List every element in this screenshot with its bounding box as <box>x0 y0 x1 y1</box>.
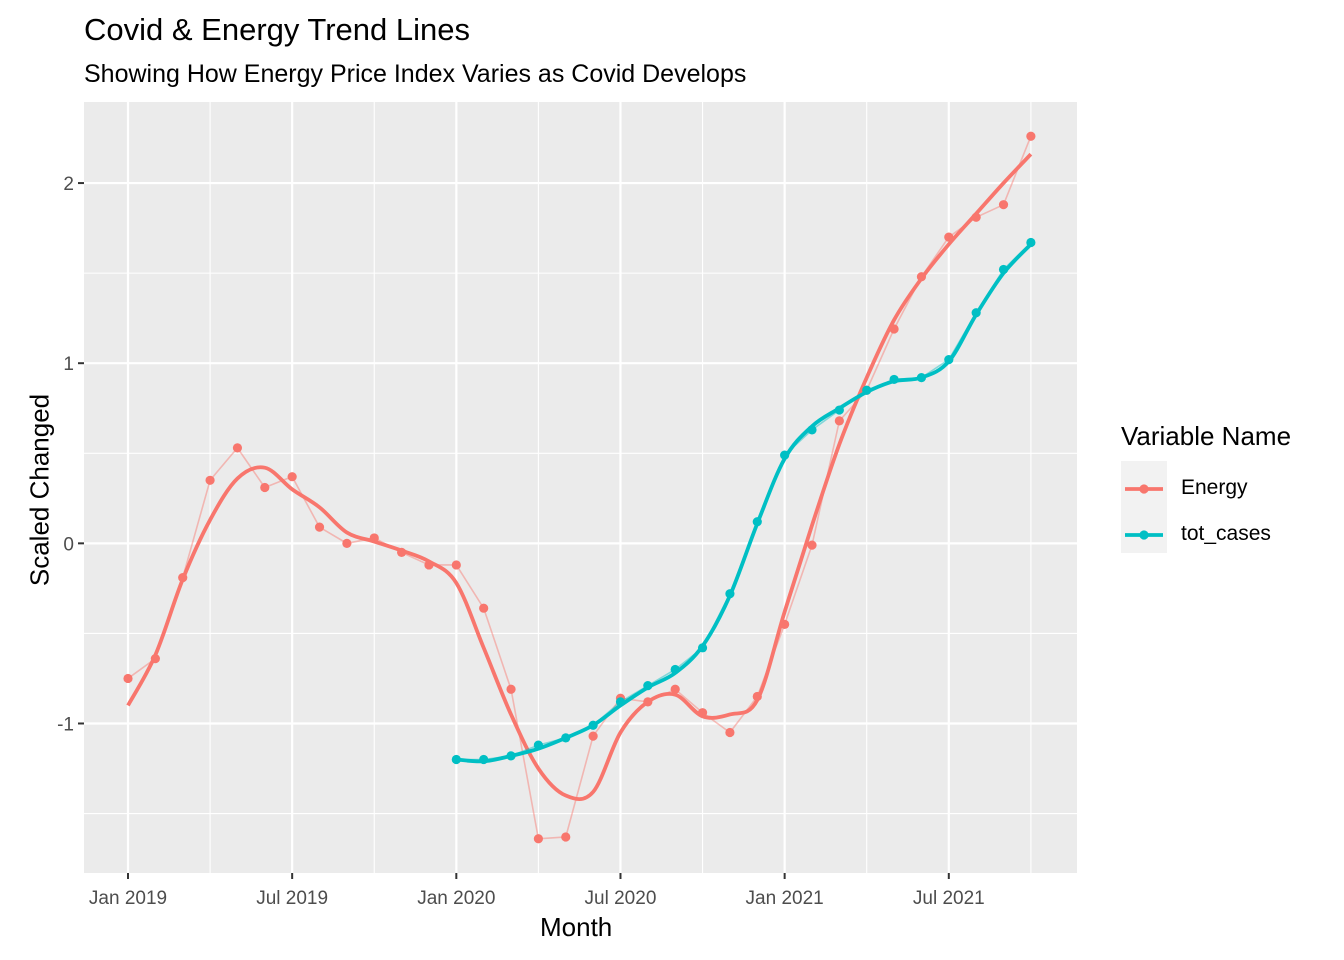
series-layer <box>123 131 1036 844</box>
legend-label-energy: Energy <box>1181 476 1248 499</box>
data-point-tot-cases <box>451 754 461 765</box>
data-point-tot-cases <box>889 374 899 385</box>
x-tick-label: Jan 2020 <box>417 888 495 909</box>
data-point-energy <box>397 547 407 557</box>
data-point-tot-cases <box>506 751 516 761</box>
data-point-energy <box>834 416 844 426</box>
data-point-energy <box>369 533 379 543</box>
data-point-tot-cases <box>780 450 790 460</box>
data-point-energy <box>232 443 243 453</box>
legend-key-point-tot-cases <box>1139 530 1149 540</box>
data-point-tot-cases <box>971 308 981 318</box>
legend <box>1121 461 1167 553</box>
trend-line-tot-cases <box>456 242 1033 764</box>
data-point-energy <box>780 619 790 630</box>
y-tick-label: 2 <box>63 174 74 195</box>
data-point-energy <box>287 472 297 482</box>
data-point-energy <box>342 538 352 548</box>
data-point-energy <box>889 324 899 334</box>
data-point-energy <box>725 727 735 738</box>
data-point-tot-cases <box>752 517 762 527</box>
series-tot-cases <box>451 237 1036 765</box>
data-point-energy <box>314 522 325 532</box>
legend-key-point-energy <box>1139 484 1149 494</box>
data-point-energy <box>150 654 160 664</box>
data-point-tot-cases <box>533 740 544 750</box>
data-point-energy <box>123 673 133 684</box>
x-tick-label: Jul 2020 <box>585 888 657 909</box>
data-point-energy <box>944 232 954 242</box>
y-axis-label: Scaled Changed <box>24 393 55 587</box>
y-tick-label: 1 <box>63 354 74 375</box>
legend-title: Variable Name <box>1121 421 1292 451</box>
y-tick-label: -1 <box>57 714 74 735</box>
data-point-tot-cases <box>916 373 927 383</box>
data-point-energy <box>479 603 489 613</box>
data-point-energy <box>588 731 598 741</box>
data-point-tot-cases <box>834 405 844 415</box>
data-point-tot-cases <box>862 385 872 395</box>
x-tick-label: Jan 2019 <box>89 888 167 909</box>
data-point-energy <box>533 834 544 844</box>
data-point-energy <box>561 832 571 842</box>
data-point-tot-cases <box>588 720 598 730</box>
data-point-energy <box>260 482 270 493</box>
data-point-energy <box>1026 131 1036 141</box>
x-tick-label: Jul 2019 <box>256 888 328 909</box>
x-axis-label: Month <box>540 912 613 942</box>
x-tick-label: Jan 2021 <box>746 888 824 909</box>
data-point-tot-cases <box>561 733 571 743</box>
data-point-energy <box>971 212 981 222</box>
data-point-tot-cases <box>807 425 817 435</box>
legend-label-tot-cases: tot_cases <box>1181 522 1271 545</box>
series-energy <box>123 131 1036 844</box>
data-point-tot-cases <box>643 681 653 691</box>
data-point-tot-cases <box>697 643 708 653</box>
x-tick-label: Jul 2021 <box>913 888 985 909</box>
data-point-tot-cases <box>725 589 735 599</box>
data-point-tot-cases <box>944 355 954 365</box>
data-point-energy <box>178 572 188 583</box>
data-point-tot-cases <box>670 664 680 675</box>
data-point-energy <box>205 475 215 485</box>
major-gridlines <box>84 102 1077 873</box>
data-point-energy <box>451 560 461 570</box>
trend-line-energy <box>126 152 1033 802</box>
y-axis: -1 0 1 2 <box>57 174 84 735</box>
data-point-energy <box>752 691 762 702</box>
plot-panel <box>84 102 1077 873</box>
data-point-energy <box>916 272 927 282</box>
data-point-tot-cases <box>998 264 1009 275</box>
y-tick-label: 0 <box>63 534 74 555</box>
data-point-tot-cases <box>479 754 489 765</box>
data-point-energy <box>998 200 1009 210</box>
data-point-energy <box>424 560 434 570</box>
data-point-energy <box>697 708 708 718</box>
chart-subtitle: Showing How Energy Price Index Varies as… <box>84 60 747 88</box>
series-line-energy <box>127 135 1032 840</box>
minor-gridlines <box>84 102 1077 873</box>
x-axis: Jan 2019 Jul 2019 Jan 2020 Jul 2020 Jan 2021… <box>89 873 985 909</box>
data-point-energy <box>807 540 817 550</box>
data-point-energy <box>670 684 680 694</box>
data-point-tot-cases <box>615 697 626 707</box>
data-point-energy <box>643 697 653 707</box>
data-point-energy <box>506 684 516 694</box>
data-point-tot-cases <box>1026 237 1036 248</box>
chart-title: Covid & Energy Trend Lines <box>84 12 470 47</box>
